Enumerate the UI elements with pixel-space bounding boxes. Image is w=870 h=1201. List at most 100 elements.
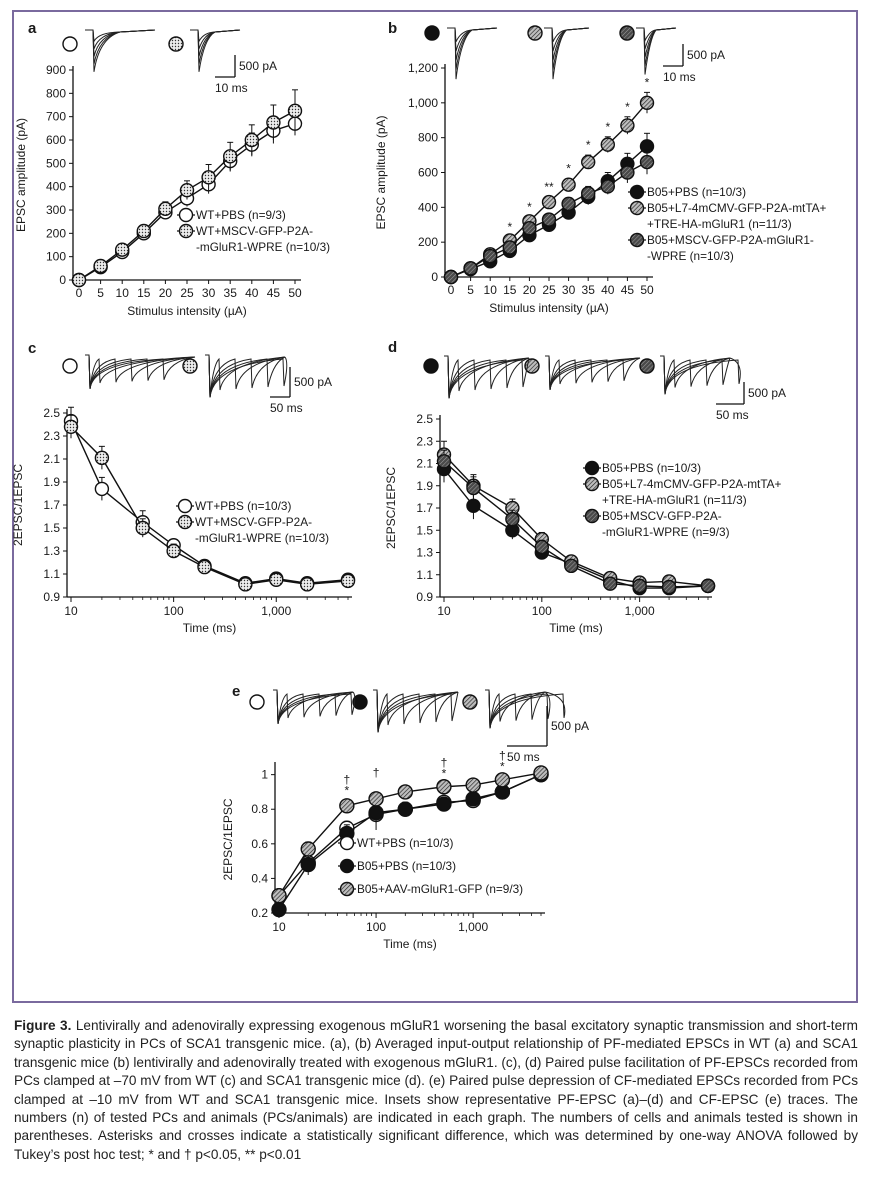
scale-bar-amplitude-label-a: 500 pA (239, 59, 277, 73)
y-tick-label-d: 1.7 (416, 501, 433, 515)
legend-marker-e-2 (339, 881, 355, 897)
scale-bar-time-label-e: 50 ms (507, 750, 540, 764)
data-point-b-1 (639, 95, 655, 111)
data-point-a-1 (114, 242, 130, 257)
x-tick-label-c: 1,000 (261, 604, 291, 618)
x-tick-label-b: 20 (523, 283, 537, 297)
panel-letter-a: a (28, 20, 37, 37)
legend-label-e: WT+PBS (n=10/3) (357, 836, 453, 850)
significance-mark-e: * (500, 759, 505, 773)
data-point-a-1 (244, 132, 260, 148)
data-point-b-1 (620, 118, 635, 133)
data-point-e-1 (397, 801, 413, 817)
y-tick-label-c: 2.3 (43, 429, 60, 443)
panel-letter-e: e (232, 683, 240, 700)
legend-marker-d-2 (584, 508, 600, 524)
data-point-b-1 (581, 154, 596, 170)
x-axis-title-a: Stimulus intensity (µA) (127, 304, 247, 318)
legend-label-c: WT+MSCV-GFP-P2A- (195, 515, 312, 529)
y-axis-title-a: EPSC amplitude (pA) (14, 118, 28, 232)
x-tick-label-b: 5 (467, 283, 474, 297)
y-tick-label-d: 1.1 (416, 568, 433, 582)
significance-mark-b: * (566, 162, 571, 176)
data-point-d-2 (700, 578, 716, 594)
legend-marker-a-0 (178, 207, 194, 223)
data-point-b-2 (502, 240, 517, 255)
y-tick-label-b: 0 (431, 270, 438, 284)
legend-label-a: WT+PBS (n=9/3) (196, 208, 286, 222)
x-tick-label-b: 25 (542, 283, 556, 297)
inset-marker-e-2 (462, 694, 478, 710)
y-tick-label-d: 2.1 (416, 457, 433, 471)
x-tick-label-d: 10 (437, 604, 451, 618)
legend-label-b: B05+PBS (n=10/3) (647, 185, 746, 199)
significance-mark-b: * (527, 200, 532, 214)
data-point-b-2 (541, 212, 557, 227)
data-point-b-2 (620, 165, 635, 180)
significance-mark-b: * (507, 220, 512, 234)
legend-marker-c-0 (177, 498, 193, 514)
data-point-c-1 (299, 577, 315, 592)
series-line-b-0 (450, 145, 648, 278)
legend-marker-b-2 (629, 232, 645, 248)
significance-mark-b: * (625, 100, 630, 114)
data-point-a-1 (201, 170, 216, 185)
significance-mark-b: * (645, 75, 650, 89)
x-tick-label-b: 15 (503, 283, 517, 297)
legend-label-d: B05+MSCV-GFP-P2A- (602, 509, 722, 523)
scale-bar-time-label-b: 10 ms (663, 70, 696, 84)
y-tick-label-b: 800 (418, 131, 438, 145)
data-point-b-2 (522, 221, 537, 236)
inset-marker-b-1 (527, 25, 543, 41)
data-point-a-1 (71, 272, 87, 288)
data-point-a-1 (158, 201, 173, 217)
figure-caption: Figure 3. Lentivirally and adenovirally … (14, 1017, 858, 1164)
legend-label-b: +TRE-HA-mGluR1 (n=11/3) (647, 217, 792, 231)
x-tick-label-a: 10 (116, 286, 130, 300)
legend-label-e: B05+PBS (n=10/3) (357, 859, 456, 873)
inset-trace-d-1 (545, 355, 641, 391)
data-point-a-1 (136, 223, 152, 239)
scale-bar-amplitude-label-d: 500 pA (748, 386, 786, 400)
significance-mark-b: ** (544, 180, 554, 194)
inset-trace-c-0 (85, 354, 196, 390)
x-axis-title-d: Time (ms) (549, 621, 603, 635)
data-point-b-2 (639, 154, 655, 170)
y-tick-label-b: 1,200 (408, 61, 438, 75)
significance-mark-e: † (373, 766, 380, 780)
inset-marker-a-1 (168, 36, 184, 52)
y-tick-label-c: 2.1 (43, 452, 60, 466)
inset-marker-a-0 (62, 36, 78, 52)
legend-label-c: -mGluR1-WPRE (n=10/3) (195, 531, 329, 545)
y-tick-label-b: 1,000 (408, 96, 438, 110)
data-point-d-2 (534, 539, 550, 555)
legend-marker-c-1 (177, 514, 193, 530)
scale-bar-amplitude-label-b: 500 pA (687, 48, 725, 62)
data-point-c-1 (166, 543, 181, 559)
y-tick-label-d: 2.5 (416, 412, 433, 426)
data-point-a-1 (287, 103, 303, 119)
panel-letter-b: b (388, 20, 397, 37)
inset-trace-e-1 (373, 689, 459, 733)
inset-trace-a-0 (85, 29, 156, 72)
legend-marker-e-0 (339, 835, 355, 851)
y-tick-label-e: 0.2 (251, 906, 268, 920)
inset-trace-e-2 (485, 689, 566, 729)
legend-marker-d-0 (584, 460, 600, 476)
caption-label: Figure 3. (14, 1018, 72, 1033)
data-point-e-2 (465, 777, 481, 793)
x-axis-title-c: Time (ms) (183, 621, 237, 635)
y-tick-label-c: 1.7 (43, 498, 60, 512)
data-point-c-1 (94, 450, 110, 466)
significance-mark-e: † (344, 773, 351, 787)
significance-mark-e: † (441, 755, 448, 769)
data-point-b-2 (561, 196, 576, 212)
x-tick-label-a: 50 (288, 286, 302, 300)
y-tick-label-c: 1.3 (43, 544, 60, 558)
inset-trace-b-1 (544, 27, 590, 80)
y-axis-title-b: EPSC amplitude (pA) (374, 115, 388, 229)
data-point-e-2 (300, 841, 316, 857)
y-tick-label-a: 300 (46, 203, 66, 217)
data-point-d-2 (564, 558, 579, 574)
